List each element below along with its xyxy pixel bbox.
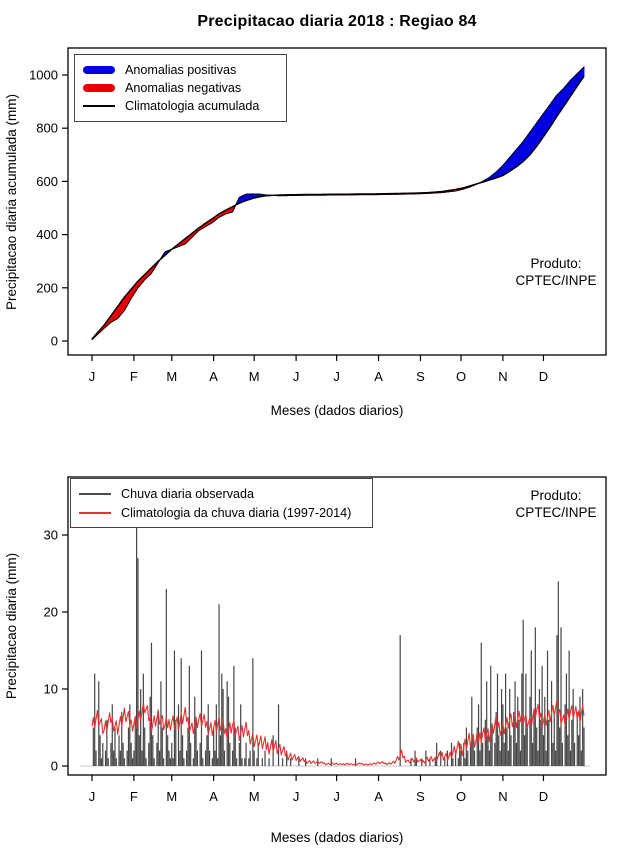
observed-cumulative-line bbox=[91, 66, 585, 340]
cumulative-chart-axes: 0 200 400 600 800 1000 J F M A M J J A S O N D bbox=[29, 47, 607, 384]
y-tick-label: 600 bbox=[36, 174, 58, 189]
legend-item-anomalias-positivas: Anomalias positivas bbox=[83, 61, 278, 79]
month-tick-label: J bbox=[293, 369, 300, 384]
legend-item-climatologia-acumulada: Climatologia acumulada bbox=[83, 97, 278, 115]
month-tick-label: S bbox=[416, 369, 425, 384]
x-axis-label-cumulative: Meses (dados diarios) bbox=[271, 403, 404, 418]
y-tick-label: 400 bbox=[36, 227, 58, 242]
month-tick-label: M bbox=[166, 369, 177, 384]
daily-climatology-line bbox=[91, 698, 585, 766]
daily-chart-plot bbox=[80, 527, 590, 767]
climatology-cumulative-line bbox=[91, 75, 585, 340]
y-tick-label: 0 bbox=[51, 759, 58, 774]
daily-chart-axes: 0 10 20 30 J F M A M J J A S O N D bbox=[44, 476, 607, 804]
month-tick-label: A bbox=[209, 789, 218, 804]
produto-label-top: Produto: bbox=[530, 256, 581, 271]
month-tick-label: O bbox=[456, 369, 466, 384]
month-tick-label: F bbox=[130, 369, 138, 384]
month-tick-label: J bbox=[293, 789, 300, 804]
y-tick-label: 800 bbox=[36, 121, 58, 136]
legend-label: Climatologia acumulada bbox=[125, 99, 260, 113]
produto-source-bottom: CPTEC/INPE bbox=[515, 505, 596, 520]
legend-label: Anomalias negativas bbox=[125, 81, 242, 95]
y-axis-label-cumulative: Precipitacao diaria acumulada (mm) bbox=[4, 94, 19, 310]
cumulative-chart-plot bbox=[91, 65, 585, 341]
legend-label: Climatologia da chuva diaria (1997-2014) bbox=[121, 505, 352, 520]
y-tick-label: 200 bbox=[36, 280, 58, 295]
rain-bars bbox=[92, 527, 585, 766]
legend-daily: Chuva diaria observada Climatologia da c… bbox=[70, 478, 373, 528]
month-tick-label: S bbox=[416, 789, 425, 804]
page-title: Precipitacao diaria 2018 : Regiao 84 bbox=[197, 13, 477, 30]
y-tick-label: 20 bbox=[44, 605, 58, 620]
month-tick-label: F bbox=[130, 789, 138, 804]
month-tick-label: M bbox=[166, 789, 177, 804]
month-tick-label: D bbox=[539, 369, 548, 384]
month-tick-label: A bbox=[374, 369, 383, 384]
month-tick-label: J bbox=[333, 369, 340, 384]
produto-source-top: CPTEC/INPE bbox=[515, 273, 596, 288]
x-axis-label-daily: Meses (dados diarios) bbox=[271, 830, 404, 845]
month-tick-label: J bbox=[89, 369, 96, 384]
month-tick-label: A bbox=[209, 369, 218, 384]
y-tick-label: 0 bbox=[51, 334, 58, 349]
month-tick-label: J bbox=[89, 789, 96, 804]
y-tick-label: 1000 bbox=[29, 68, 58, 83]
month-tick-label: M bbox=[249, 369, 260, 384]
month-tick-label: O bbox=[456, 789, 466, 804]
legend-label: Anomalias positivas bbox=[125, 63, 237, 77]
negative-anomaly-swatch bbox=[83, 84, 115, 92]
y-axis-label-daily: Precipitacao diaria (mm) bbox=[4, 553, 19, 699]
y-tick-label: 10 bbox=[44, 682, 58, 697]
positive-anomaly-swatch bbox=[83, 66, 115, 74]
legend-item-anomalias-negativas: Anomalias negativas bbox=[83, 79, 278, 97]
daily-climatology-swatch bbox=[79, 511, 111, 514]
legend-label: Chuva diaria observada bbox=[121, 486, 255, 501]
legend-cumulative: Anomalias positivas Anomalias negativas … bbox=[74, 54, 287, 122]
month-tick-label: N bbox=[498, 789, 507, 804]
month-tick-label: J bbox=[333, 789, 340, 804]
legend-item-chuva-observada: Chuva diaria observada bbox=[79, 484, 364, 503]
month-tick-label: D bbox=[539, 789, 548, 804]
climatology-line-swatch bbox=[83, 105, 115, 107]
month-tick-label: N bbox=[498, 369, 507, 384]
observed-rain-swatch bbox=[79, 492, 111, 495]
month-tick-label: A bbox=[374, 789, 383, 804]
month-tick-label: M bbox=[249, 789, 260, 804]
legend-item-climatologia-diaria: Climatologia da chuva diaria (1997-2014) bbox=[79, 503, 364, 522]
y-tick-label: 30 bbox=[44, 528, 58, 543]
produto-label-bottom: Produto: bbox=[530, 488, 581, 503]
